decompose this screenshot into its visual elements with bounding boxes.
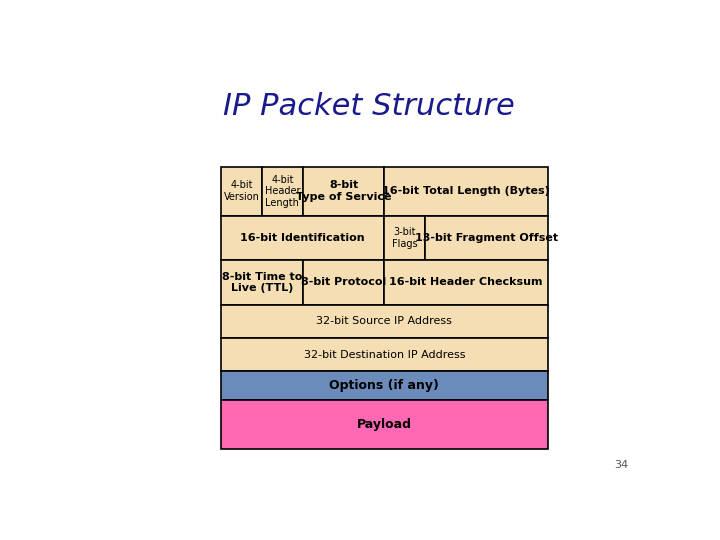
Bar — [221, 401, 547, 449]
Bar — [302, 260, 384, 305]
Text: 32-bit Destination IP Address: 32-bit Destination IP Address — [304, 350, 465, 360]
Bar — [302, 167, 384, 215]
Text: 4-bit
Version: 4-bit Version — [224, 180, 259, 202]
Text: 16-bit Identification: 16-bit Identification — [240, 233, 365, 243]
Text: 32-bit Source IP Address: 32-bit Source IP Address — [316, 316, 452, 326]
Bar — [384, 215, 425, 260]
Bar — [221, 338, 547, 372]
Text: 3-bit
Flags: 3-bit Flags — [392, 227, 418, 249]
Text: 8-bit
Type of Service: 8-bit Type of Service — [296, 180, 391, 202]
Bar — [384, 167, 547, 215]
Bar — [384, 260, 547, 305]
Text: 8-bit Time to
Live (TTL): 8-bit Time to Live (TTL) — [222, 272, 302, 293]
Bar — [221, 260, 302, 305]
Text: Payload: Payload — [357, 418, 412, 431]
Text: 4-bit
Header
Length: 4-bit Header Length — [264, 174, 300, 208]
Text: 8-bit Protocol: 8-bit Protocol — [301, 278, 386, 287]
Text: 16-bit Header Checksum: 16-bit Header Checksum — [390, 278, 543, 287]
Bar — [262, 167, 302, 215]
Text: 13-bit Fragment Offset: 13-bit Fragment Offset — [415, 233, 558, 243]
Text: IP Packet Structure: IP Packet Structure — [223, 92, 515, 121]
Bar — [221, 167, 262, 215]
Bar — [221, 305, 547, 338]
Text: 16-bit Total Length (Bytes): 16-bit Total Length (Bytes) — [382, 186, 550, 196]
Text: 34: 34 — [614, 460, 629, 470]
Bar — [221, 372, 547, 401]
Bar — [425, 215, 547, 260]
Bar — [221, 215, 384, 260]
Text: Options (if any): Options (if any) — [330, 380, 439, 393]
